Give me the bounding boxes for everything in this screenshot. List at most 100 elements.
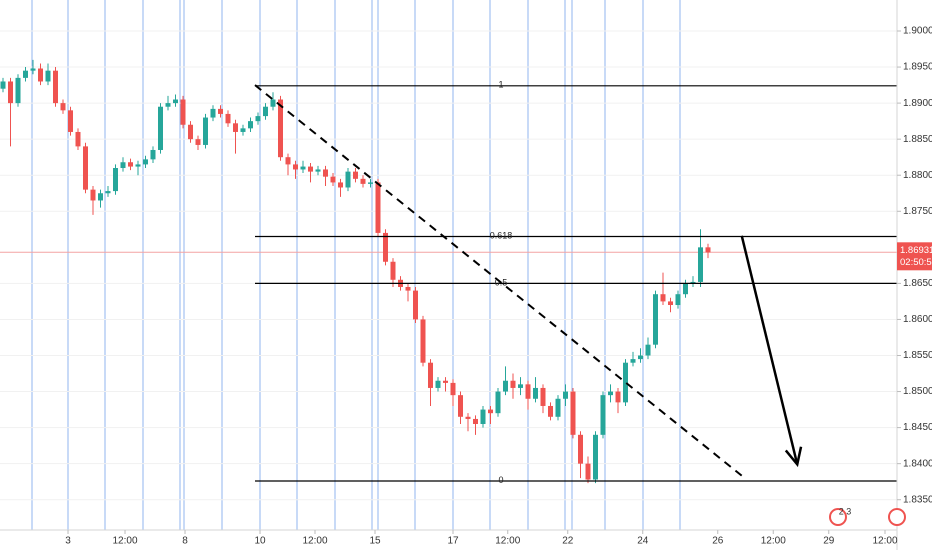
x-tick-label: 8 [182,536,188,547]
y-tick-label: 1.89000 [903,98,932,109]
candle-body [120,162,126,169]
candle-body [600,395,606,435]
session-lines [0,0,897,530]
candle-body [525,384,531,399]
arrow [740,235,799,465]
candle-body [255,116,261,122]
candle-body [300,166,306,170]
candle-body [578,434,583,464]
candle-body [563,391,568,399]
trend-line [254,84,746,479]
candle-body [240,128,246,132]
candle-body [405,286,411,291]
candle-body [660,294,666,302]
candle-body [428,362,433,388]
candle-body [150,149,156,160]
candle-body [705,247,711,253]
y-tick-label: 1.84500 [903,422,932,433]
candle-body [360,178,366,184]
candle-body [53,70,58,104]
candle-body [548,405,553,417]
candle-body [105,191,111,194]
y-tick-label: 1.85500 [903,350,932,361]
x-tick-label: 24 [637,536,649,547]
candle-body [293,164,298,170]
y-tick-label: 1.85000 [903,386,932,397]
candle-body [653,294,658,345]
x-tick-label: 15 [369,536,381,547]
candle-body [188,124,193,140]
candle-body [338,182,343,188]
candle-body [435,380,441,388]
candle-body [330,176,336,183]
x-tick-label: 29 [823,536,835,547]
candle-body [0,81,6,89]
candle-body [210,108,216,118]
y-tick-label: 1.86000 [903,314,932,325]
candle-body [218,108,223,114]
candle-body [450,382,456,396]
x-tick-label: 12:00 [113,536,138,547]
fib-label: 0 [498,475,503,485]
candle-body [23,70,28,78]
candle-body [98,193,103,201]
x-tick-label: 12:00 [761,536,786,547]
candle-body [233,123,238,132]
candle-body [285,157,291,165]
candle-body [615,391,621,403]
candle-body [375,182,381,233]
candle-body [195,139,201,145]
candle-body [323,169,328,177]
candle-body [368,182,373,184]
candle-body [383,232,388,262]
candle-body [353,171,358,179]
candle-body [8,81,13,104]
candle-body [630,359,636,363]
y-tick-label: 1.89500 [903,62,932,73]
y-tick-label: 1.88500 [903,134,932,145]
candle-body [465,416,471,419]
candle-body [443,380,448,383]
candle-body [608,391,613,396]
candle-body [623,362,628,403]
candle-body [173,99,178,104]
arrow-head [784,446,803,468]
candle-body [458,395,463,417]
candle-body [555,398,561,417]
candle-body [345,171,351,188]
candle-body [68,110,73,132]
x-tick-label: 12:00 [872,536,897,547]
fib-label: 1 [498,80,503,90]
event-badge [829,508,847,526]
candle-body [675,294,681,306]
countdown: 02:50:53 [900,257,932,268]
candle-body [165,103,171,107]
x-tick-label: 3 [65,536,71,547]
candle-body [75,131,81,147]
candle-body [593,434,598,480]
candle-body [683,283,688,295]
candle-body [270,99,276,107]
candle-body [510,380,516,388]
candle-body [390,261,396,280]
candle-body [60,103,66,111]
candle-body [90,189,96,201]
candle-body [45,70,51,82]
y-tick-label: 1.86500 [903,278,932,289]
x-tick-label: 10 [254,536,266,547]
candle-body [480,409,486,424]
event-badge [888,508,906,526]
candle-body [113,168,118,192]
candle-body [488,409,493,414]
x-tick-label: 22 [562,536,574,547]
x-tick-label: 17 [447,536,459,547]
candle-body [570,391,576,435]
candle-body [645,344,651,356]
candle-body [83,146,88,190]
y-tick-label: 1.83500 [903,494,932,505]
y-tick-label: 1.88000 [903,170,932,181]
last-price-box [897,242,932,271]
candle-body [308,166,313,172]
